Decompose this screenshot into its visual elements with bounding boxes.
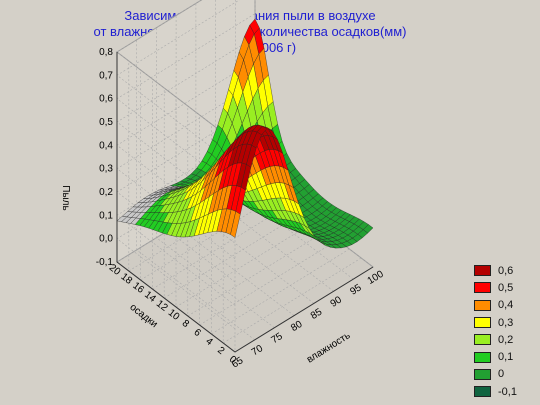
- legend-item: 0,6: [474, 262, 517, 279]
- surface-cell: [230, 211, 241, 238]
- x-tick-label: 95: [348, 282, 364, 297]
- x-gridline: [136, 39, 255, 341]
- z-tick-label: 0,6: [99, 94, 113, 105]
- legend-swatch: [474, 351, 491, 363]
- legend-label: 0,1: [498, 351, 514, 364]
- z-tick-label: 0,7: [99, 70, 113, 81]
- x-tick-label: 75: [269, 331, 285, 346]
- y-axis-line: [116, 261, 236, 353]
- legend-item: 0,4: [474, 297, 517, 314]
- legend-label: 0,5: [498, 281, 514, 294]
- legend-label: 0,2: [498, 333, 514, 346]
- legend-swatch: [474, 317, 491, 329]
- legend-swatch: [474, 282, 491, 294]
- legend-label: 0,4: [498, 299, 514, 312]
- z-tick-label: 0,2: [99, 187, 113, 198]
- color-legend: 0,6 0,5 0,4 0,3 0,2 0,1 0 -0,1: [474, 262, 517, 400]
- z-tick-label: -0,1: [96, 257, 114, 268]
- legend-item: 0,1: [474, 348, 517, 365]
- y-tick-label: 8: [180, 318, 192, 330]
- legend-item: 0,3: [474, 314, 517, 331]
- legend-item: -0,1: [474, 383, 517, 400]
- y-tick-label: 0: [227, 354, 239, 366]
- x-tick-label: 100: [366, 269, 386, 287]
- legend-swatch: [474, 299, 491, 311]
- z-tick-label: 0,1: [99, 210, 113, 221]
- y-tick-label: 4: [203, 336, 215, 348]
- legend-label: -0,1: [498, 385, 517, 398]
- x-tick-label: 80: [289, 319, 305, 334]
- x-axis-line: [234, 266, 374, 353]
- z-tick-label: 0,5: [99, 117, 113, 128]
- legend-swatch: [474, 386, 491, 398]
- legend-label: 0,3: [498, 316, 514, 329]
- legend-item: 0,2: [474, 331, 517, 348]
- z-tick-label: 0,3: [99, 164, 113, 175]
- legend-item: 0,5: [474, 279, 517, 296]
- x-tick-label: 90: [329, 294, 345, 309]
- z-tick-label: 0,4: [99, 140, 113, 151]
- x-tick-label: 85: [309, 306, 325, 321]
- legend-swatch: [474, 334, 491, 346]
- z-tick-label: 0,0: [99, 234, 113, 245]
- legend-label: 0,6: [498, 264, 514, 277]
- x-tick-label: 70: [250, 343, 266, 358]
- y-tick-label: 2: [215, 345, 227, 357]
- y-tick-label: 6: [192, 327, 204, 339]
- legend-item: 0: [474, 366, 517, 383]
- legend-swatch: [474, 368, 491, 380]
- legend-label: 0: [498, 368, 505, 381]
- z-tick-label: 0,8: [99, 47, 113, 58]
- legend-swatch: [474, 265, 491, 277]
- z-axis-title: Пыль: [60, 185, 71, 210]
- x-axis-title: влажность: [305, 330, 352, 365]
